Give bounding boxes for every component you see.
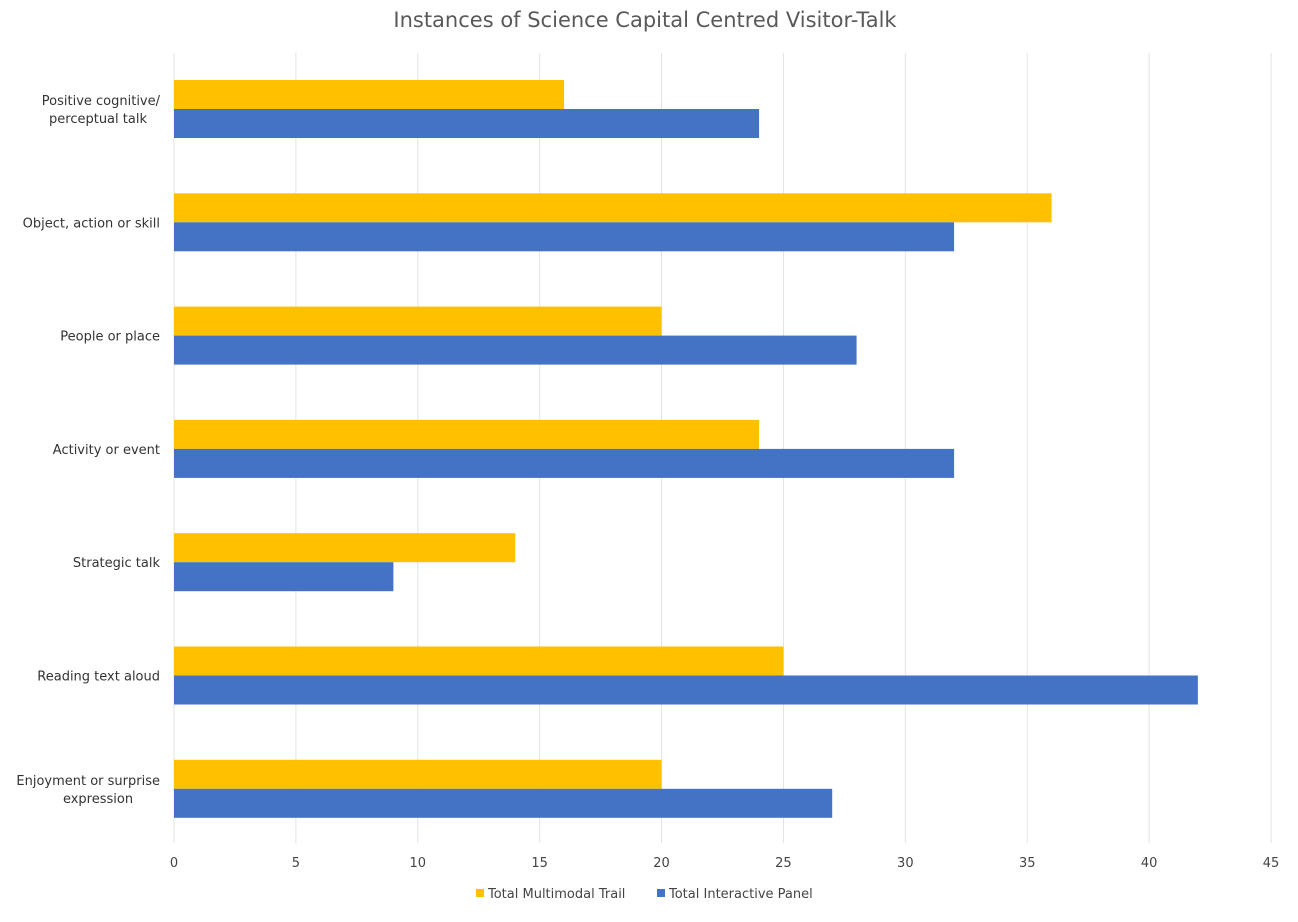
category-label: Enjoyment or surprise expression bbox=[16, 774, 160, 807]
category-label: Positive cognitive/perceptual talk bbox=[42, 94, 161, 127]
bar bbox=[174, 80, 565, 109]
legend-label: Total Interactive Panel bbox=[668, 887, 813, 902]
x-tick-label: 0 bbox=[170, 856, 178, 871]
x-tick-label: 40 bbox=[1141, 856, 1158, 871]
legend: Total Multimodal Trail Total Interactive … bbox=[476, 887, 813, 902]
category-label: Strategic talk bbox=[73, 556, 161, 571]
legend-label: Total Multimodal Trail bbox=[487, 887, 625, 902]
bar bbox=[174, 335, 857, 365]
category-label: Object, action or skill bbox=[23, 216, 160, 231]
bar bbox=[174, 109, 760, 138]
chart-title: Instances of Science Capital Centred Vis… bbox=[393, 8, 897, 32]
category-axis: Positive cognitive/perceptual talk Object… bbox=[16, 94, 160, 807]
x-tick-label: 45 bbox=[1263, 856, 1280, 871]
x-tick-label: 15 bbox=[531, 856, 548, 871]
bar bbox=[174, 646, 784, 676]
bar bbox=[174, 222, 955, 252]
bars bbox=[174, 80, 1198, 818]
bar bbox=[174, 562, 394, 592]
x-tick-label: 30 bbox=[897, 856, 914, 871]
legend-swatch bbox=[476, 889, 484, 897]
x-tick-label: 5 bbox=[292, 856, 300, 871]
bar bbox=[174, 306, 662, 336]
category-label-line: perceptual talk bbox=[49, 112, 147, 127]
legend-swatch bbox=[657, 889, 665, 897]
x-tick-label: 20 bbox=[653, 856, 670, 871]
bar bbox=[174, 533, 516, 563]
value-axis: 0 5 10 15 20 25 30 35 40 45 bbox=[170, 856, 1279, 871]
bar bbox=[174, 419, 760, 449]
category-label-line: Activity or event bbox=[53, 443, 160, 458]
category-label: Activity or event bbox=[53, 443, 160, 458]
category-label-line: People or place bbox=[60, 330, 160, 345]
category-label: People or place bbox=[60, 330, 160, 345]
bar bbox=[174, 788, 833, 818]
category-label-line: Positive cognitive/ bbox=[42, 94, 161, 109]
bar bbox=[174, 759, 662, 789]
category-label-line: Object, action or skill bbox=[23, 216, 160, 231]
category-label: Reading text aloud bbox=[37, 670, 160, 685]
x-tick-label: 35 bbox=[1019, 856, 1036, 871]
bar bbox=[174, 193, 1052, 223]
category-label-line: expression bbox=[63, 792, 133, 807]
x-tick-label: 25 bbox=[775, 856, 792, 871]
category-label-line: Reading text aloud bbox=[37, 670, 160, 685]
category-label-line: Strategic talk bbox=[73, 556, 161, 571]
bar bbox=[174, 675, 1198, 705]
x-tick-label: 10 bbox=[410, 856, 427, 871]
bar bbox=[174, 448, 955, 478]
category-label-line: Enjoyment or surprise bbox=[16, 774, 160, 789]
